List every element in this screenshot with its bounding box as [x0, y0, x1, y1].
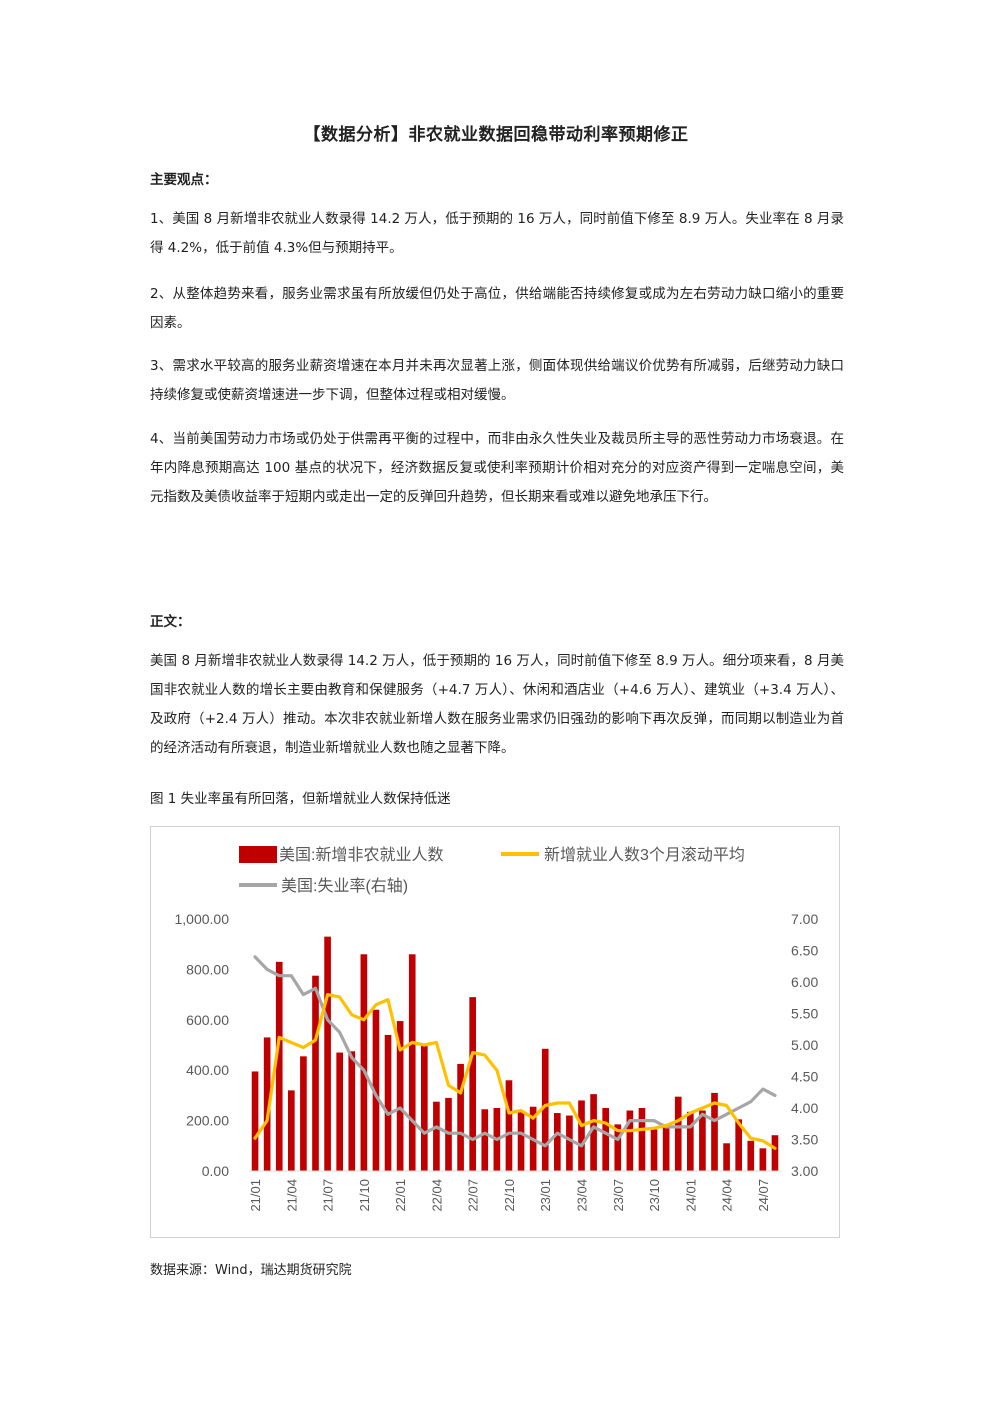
key-point-4: 4、当前美国劳动力市场或仍处于供需再平衡的过程中，而非由永久性失业及裁员所主导的…: [150, 431, 844, 505]
x-tick-label: 24/01: [683, 1179, 698, 1212]
x-tick-label: 23/04: [575, 1179, 590, 1212]
bar: [735, 1119, 743, 1171]
y-left-tick-label: 200.00: [186, 1113, 229, 1129]
y-right-tick-label: 5.00: [791, 1037, 818, 1053]
rolling-average-line: [253, 993, 777, 1150]
legend-label-avg: 新增就业人数3个月滚动平均: [544, 846, 745, 864]
bar: [372, 1009, 380, 1171]
y-right-tick-label: 5.50: [791, 1006, 818, 1022]
bar: [699, 1110, 706, 1171]
x-tick-label: 21/07: [321, 1179, 336, 1212]
y-left-tick-label: 1,000.00: [175, 911, 230, 927]
x-tick-label: 22/01: [393, 1179, 408, 1212]
bar: [324, 936, 331, 1171]
body-paragraph: 美国 8 月新增非农就业人数录得 14.2 万人，低于预期的 16 万人，同时前…: [150, 653, 844, 756]
y-left-tick-label: 600.00: [186, 1012, 229, 1028]
x-tick-label: 21/04: [284, 1179, 299, 1212]
bar: [251, 1071, 259, 1171]
document-title: 【数据分析】非农就业数据回稳带动利率预期修正: [303, 125, 689, 145]
bar: [384, 1034, 392, 1171]
legend-swatch-nfp: [239, 846, 277, 863]
bar: [541, 1048, 549, 1171]
bar: [457, 1063, 464, 1171]
bar: [771, 1135, 779, 1171]
x-tick-label: 21/10: [357, 1179, 372, 1212]
key-points-heading: 主要观点：: [150, 172, 218, 188]
unemployment-line: [253, 955, 777, 1148]
x-tick-label: 22/10: [502, 1179, 517, 1212]
legend-label-nfp: 美国:新增非农就业人数: [279, 846, 443, 864]
bar: [312, 975, 319, 1171]
bar: [505, 1080, 513, 1171]
bar: [263, 1037, 271, 1171]
x-tick-label: 21/01: [248, 1179, 263, 1212]
bar: [553, 1113, 561, 1171]
x-tick-label: 23/10: [647, 1179, 662, 1212]
x-tick-label: 22/04: [429, 1179, 444, 1212]
bar: [481, 1109, 489, 1171]
figure-caption: 图 1 失业率虽有所回落，但新增就业人数保持低迷: [150, 791, 451, 807]
x-tick-label: 24/07: [756, 1179, 771, 1212]
bar: [650, 1129, 658, 1171]
y-left-tick-label: 0.00: [202, 1163, 229, 1179]
y-right-tick-label: 4.00: [791, 1100, 818, 1116]
key-point-1: 1、美国 8 月新增非农就业人数录得 14.2 万人，低于预期的 16 万人，同…: [150, 211, 844, 256]
bar: [674, 1096, 682, 1171]
bar: [469, 997, 477, 1171]
legend-label-unemp: 美国:失业率(右轴): [281, 877, 408, 895]
bar: [517, 1110, 525, 1171]
x-tick-label: 23/07: [611, 1179, 626, 1212]
combo-chart: 0.00 200.00 400.00 600.00 800.00 1,000.00 3.00…: [175, 846, 818, 1212]
bar: [566, 1115, 573, 1171]
x-tick-label: 22/07: [466, 1179, 481, 1212]
x-tick-label: 23/01: [538, 1179, 553, 1212]
y-left-tick-label: 800.00: [186, 961, 229, 977]
bar: [348, 1051, 356, 1171]
bar: [408, 954, 416, 1171]
bar: [614, 1124, 622, 1171]
bar: [360, 954, 368, 1171]
bar: [686, 1111, 694, 1171]
source-note: 数据来源：Wind，瑞达期货研究院: [150, 1263, 352, 1278]
x-tick-label: 24/04: [720, 1179, 735, 1212]
y-right-tick-label: 6.50: [791, 943, 818, 959]
y-left-tick-label: 400.00: [186, 1062, 229, 1078]
bar: [336, 1052, 344, 1171]
bar: [287, 1090, 295, 1171]
y-right-tick-label: 3.00: [791, 1163, 818, 1179]
y-right-tick-label: 4.50: [791, 1069, 818, 1085]
bar: [396, 1021, 404, 1171]
bar: [300, 1056, 307, 1171]
bar: [590, 1094, 597, 1171]
bar: [711, 1092, 718, 1171]
bar: [420, 1045, 428, 1171]
key-point-3: 3、需求水平较高的服务业薪资增速在本月并未再次显著上涨，侧面体现供给端议价优势有…: [150, 358, 844, 403]
bar: [626, 1110, 634, 1171]
bar: [602, 1108, 610, 1171]
chart-frame: 0.00 200.00 400.00 600.00 800.00 1,000.00 3.00…: [150, 826, 840, 1238]
bar: [638, 1108, 646, 1171]
y-right-tick-label: 7.00: [791, 911, 818, 927]
body-heading: 正文：: [150, 614, 191, 630]
key-point-2: 2、从整体趋势来看，服务业需求虽有所放缓但仍处于高位，供给端能否持续修复或成为左…: [150, 286, 844, 331]
y-right-tick-label: 6.00: [791, 974, 818, 990]
bar: [662, 1124, 670, 1171]
bar: [723, 1143, 730, 1171]
bar: [747, 1140, 755, 1171]
y-right-tick-label: 3.50: [791, 1132, 818, 1148]
bar: [275, 961, 283, 1171]
bar: [759, 1148, 767, 1171]
bar: [433, 1101, 440, 1171]
bar: [578, 1100, 585, 1171]
